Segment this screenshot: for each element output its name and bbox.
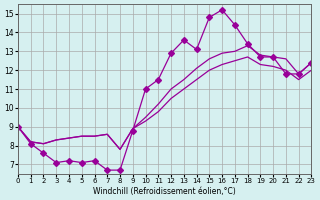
X-axis label: Windchill (Refroidissement éolien,°C): Windchill (Refroidissement éolien,°C): [93, 187, 236, 196]
